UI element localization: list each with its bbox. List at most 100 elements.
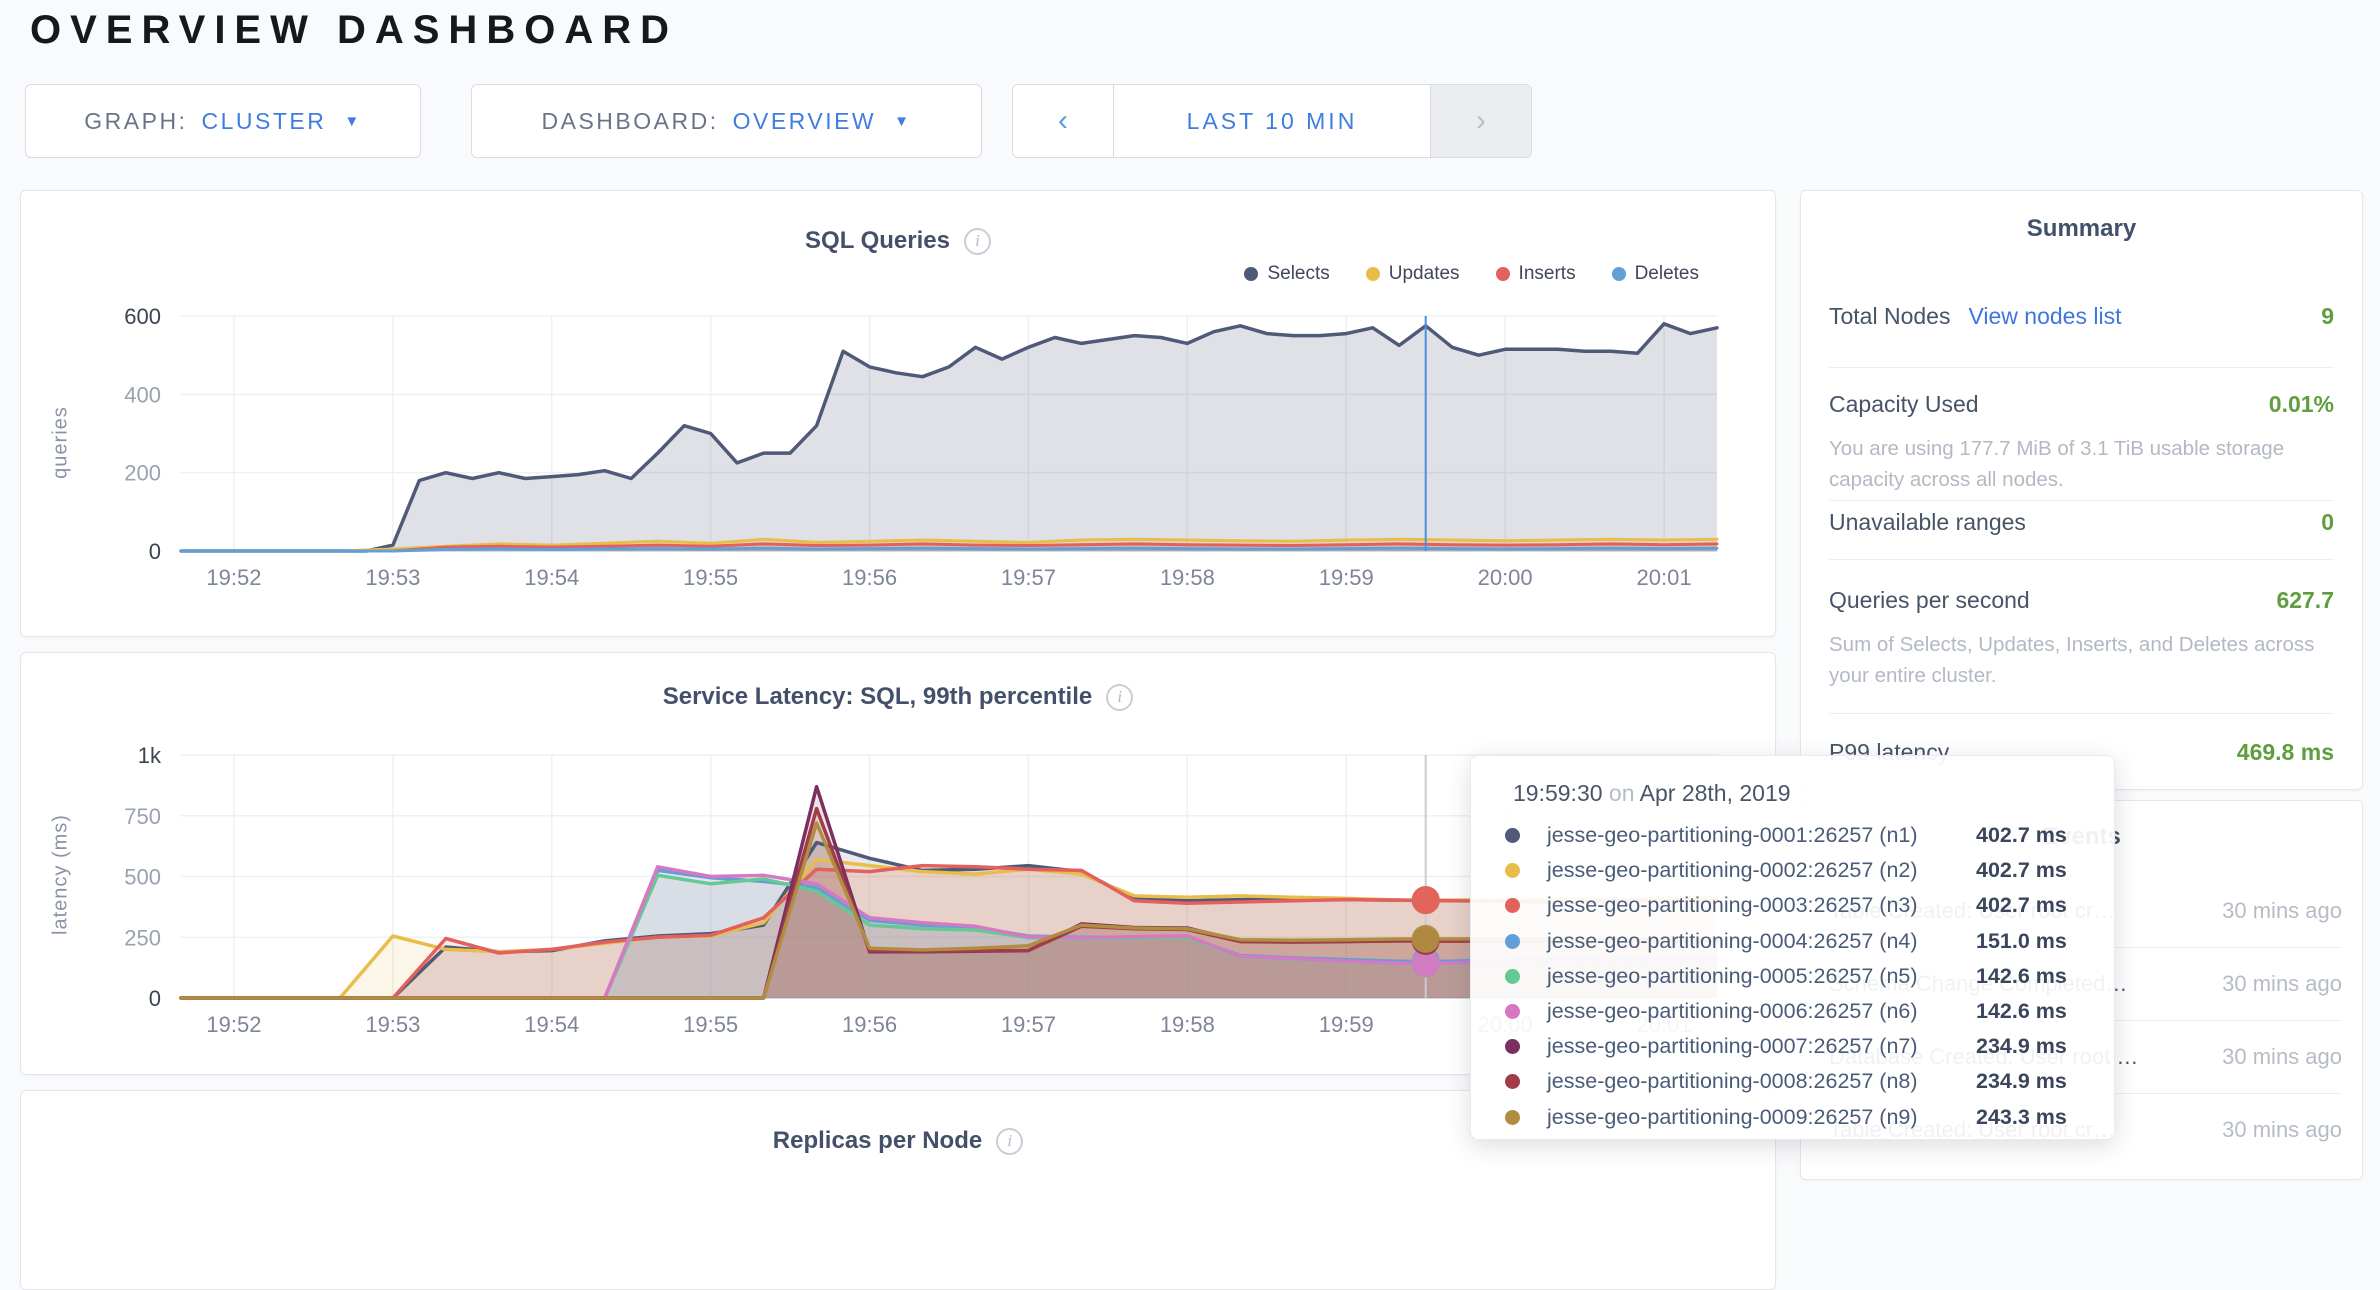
latency-chart[interactable]: 19:52 19:53 19:54 19:55 19:56 19:57 19:58 19:59… — [41, 741, 1757, 1051]
queries-per-second-value: 627.7 — [2276, 587, 2334, 613]
dashboard-dropdown-value: OVERVIEW — [732, 107, 877, 134]
time-window-prev-button[interactable]: ‹ — [1013, 85, 1113, 157]
legend-item-selects[interactable]: Selects — [1244, 263, 1330, 285]
event-time: 30 mins ago — [2222, 1117, 2342, 1142]
svg-text:19:55: 19:55 — [683, 1012, 738, 1037]
svg-text:19:56: 19:56 — [842, 565, 897, 590]
legend-item-updates[interactable]: Updates — [1365, 263, 1460, 285]
view-nodes-list-link[interactable]: View nodes list — [1968, 303, 2122, 329]
svg-text:19:52: 19:52 — [206, 1012, 261, 1037]
summary-row-qps: Queries per second 627.7 — [1829, 587, 2334, 614]
svg-text:500: 500 — [124, 865, 161, 890]
time-window-range-button[interactable]: LAST 10 MIN — [1113, 85, 1431, 157]
capacity-used-label: Capacity Used — [1829, 391, 1979, 417]
unavailable-ranges-label: Unavailable ranges — [1829, 509, 2026, 535]
svg-text:19:59: 19:59 — [1319, 565, 1374, 590]
graph-dropdown-label: GRAPH: — [84, 107, 188, 134]
svg-text:20:00: 20:00 — [1478, 565, 1533, 590]
legend-label: Inserts — [1518, 263, 1576, 284]
tooltip-row-n8: jesse-geo-partitioning-0008:26257 (n8) 23… — [1471, 1064, 2114, 1099]
tooltip-connector: on — [1608, 780, 1635, 806]
svg-text:19:53: 19:53 — [365, 565, 420, 590]
svg-text:19:52: 19:52 — [206, 565, 261, 590]
sql-queries-panel: SQL Queries i Selects Updates Inserts De… — [20, 190, 1776, 637]
legend-label: Selects — [1267, 263, 1330, 284]
svg-text:0: 0 — [149, 986, 161, 1011]
svg-text:19:59: 19:59 — [1319, 1012, 1374, 1037]
event-time: 30 mins ago — [2222, 1044, 2342, 1069]
page-title: OVERVIEW DASHBOARD — [30, 8, 678, 52]
chevron-left-icon: ‹ — [1058, 104, 1068, 137]
chevron-down-icon: ▼ — [894, 112, 912, 130]
sql-legend: Selects Updates Inserts Deletes — [1244, 263, 1699, 285]
latency-title: Service Latency: SQL, 99th percentile — [662, 683, 1093, 710]
n5-dot-icon — [1505, 968, 1520, 984]
summary-row-total-nodes: Total Nodes View nodes list 9 — [1829, 303, 2334, 330]
n7-dot-icon — [1505, 1039, 1520, 1055]
legend-item-inserts[interactable]: Inserts — [1495, 263, 1576, 285]
legend-label: Deletes — [1634, 263, 1699, 284]
divider — [1829, 559, 2334, 560]
svg-text:600: 600 — [124, 304, 161, 329]
divider — [1829, 713, 2334, 714]
divider — [1829, 500, 2334, 501]
tooltip-rows: jesse-geo-partitioning-0001:26257 (n1) 40… — [1471, 818, 2114, 1135]
summary-title: Summary — [2026, 215, 2137, 242]
svg-text:19:57: 19:57 — [1001, 1012, 1056, 1037]
tooltip-date: Apr 28th, 2019 — [1639, 780, 1791, 806]
info-icon[interactable]: i — [996, 1127, 1024, 1155]
graph-dropdown[interactable]: GRAPH: CLUSTER ▼ — [25, 84, 421, 158]
svg-text:19:58: 19:58 — [1160, 1012, 1215, 1037]
sql-queries-title: SQL Queries — [805, 227, 950, 254]
event-time: 30 mins ago — [2222, 897, 2342, 923]
svg-text:19:55: 19:55 — [683, 565, 738, 590]
deletes-dot-icon — [1611, 267, 1626, 281]
svg-text:19:54: 19:54 — [524, 565, 579, 590]
tooltip-row-n1: jesse-geo-partitioning-0001:26257 (n1) 40… — [1471, 818, 2114, 853]
chevron-down-icon: ▼ — [344, 112, 362, 130]
time-window-next-button[interactable]: › — [1431, 85, 1531, 157]
event-time: 30 mins ago — [2222, 971, 2342, 996]
time-window-label: LAST 10 MIN — [1186, 107, 1358, 134]
info-icon[interactable]: i — [1106, 683, 1134, 711]
tooltip-row-n6: jesse-geo-partitioning-0006:26257 (n6) 14… — [1471, 994, 2114, 1029]
queries-per-second-subtext: Sum of Selects, Updates, Inserts, and De… — [1829, 633, 2315, 687]
replicas-title: Replicas per Node — [772, 1127, 983, 1154]
tooltip-row-n3: jesse-geo-partitioning-0003:26257 (n3) 40… — [1471, 888, 2114, 923]
n8-dot-icon — [1505, 1074, 1520, 1090]
tooltip-header: 19:59:30 on Apr 28th, 2019 — [1513, 780, 1791, 807]
info-icon[interactable]: i — [963, 227, 991, 255]
svg-text:19:57: 19:57 — [1001, 565, 1056, 590]
tooltip-row-n4: jesse-geo-partitioning-0004:26257 (n4) 15… — [1471, 924, 2114, 959]
svg-text:200: 200 — [124, 461, 161, 486]
total-nodes-label: Total Nodes — [1829, 303, 1951, 329]
svg-text:19:54: 19:54 — [524, 1012, 579, 1037]
capacity-used-subtext: You are using 177.7 MiB of 3.1 TiB usabl… — [1829, 437, 2285, 491]
dashboard-dropdown-label: DASHBOARD: — [541, 107, 719, 134]
n4-dot-icon — [1505, 933, 1520, 949]
tooltip-row-n7: jesse-geo-partitioning-0007:26257 (n7) 23… — [1471, 1029, 2114, 1064]
legend-item-deletes[interactable]: Deletes — [1611, 263, 1699, 285]
svg-text:19:53: 19:53 — [365, 1012, 420, 1037]
sql-queries-title-row: SQL Queries i — [21, 227, 1775, 255]
tooltip-row-n2: jesse-geo-partitioning-0002:26257 (n2) 40… — [1471, 853, 2114, 888]
time-window-selector: ‹ LAST 10 MIN › — [1012, 84, 1532, 158]
replicas-title-row: Replicas per Node i — [21, 1127, 1775, 1155]
p99-latency-value: 469.8 ms — [2236, 739, 2334, 765]
total-nodes-value: 9 — [2321, 303, 2334, 329]
queries-per-second-label: Queries per second — [1829, 587, 2030, 613]
svg-text:400: 400 — [124, 382, 161, 407]
svg-text:19:58: 19:58 — [1160, 565, 1215, 590]
chart-hover-tooltip: 19:59:30 on Apr 28th, 2019 jesse-geo-par… — [1470, 755, 2115, 1140]
selects-dot-icon — [1244, 267, 1259, 281]
dashboard-dropdown[interactable]: DASHBOARD: OVERVIEW ▼ — [471, 84, 982, 158]
sql-queries-chart[interactable]: 19:52 19:53 19:54 19:55 19:56 19:57 19:58 19:59… — [41, 286, 1757, 616]
inserts-dot-icon — [1495, 267, 1510, 281]
tooltip-row-n9: jesse-geo-partitioning-0009:26257 (n9) 24… — [1471, 1100, 2114, 1135]
svg-text:250: 250 — [124, 925, 161, 950]
latency-title-row: Service Latency: SQL, 99th percentile i — [21, 683, 1775, 711]
svg-text:1k: 1k — [138, 743, 162, 768]
svg-text:20:01: 20:01 — [1637, 565, 1692, 590]
svg-text:750: 750 — [124, 804, 161, 829]
svg-text:0: 0 — [149, 539, 161, 564]
